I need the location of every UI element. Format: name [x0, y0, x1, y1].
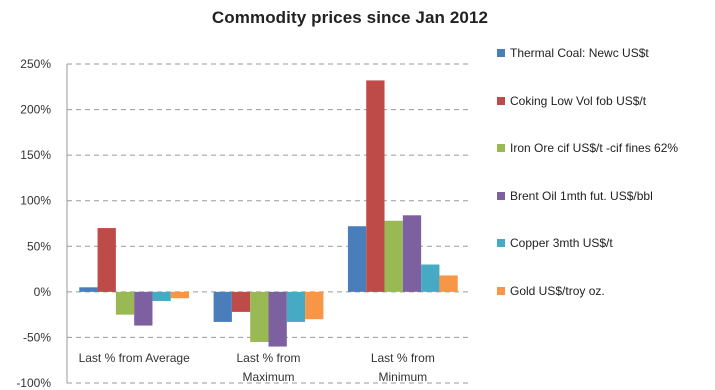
- bar: [268, 291, 287, 347]
- x-axis-category-labels: Last % from Average Last % from Maximum Las…: [79, 351, 435, 384]
- legend-swatch: [497, 239, 505, 247]
- bar: [347, 226, 367, 292]
- legend-swatch: [497, 96, 505, 105]
- bar: [134, 291, 153, 326]
- bar: [402, 215, 422, 292]
- legend-swatch: [497, 191, 505, 200]
- legend-item: Gold US$/troy oz.: [497, 284, 605, 298]
- legend-label: Thermal Coal: Newc US$t: [510, 46, 649, 60]
- bar: [97, 228, 116, 292]
- bar: [421, 264, 440, 292]
- gridlines: [66, 63, 470, 384]
- bar: [213, 291, 232, 322]
- y-tick-label: 50%: [27, 239, 51, 253]
- legend-label: Coking Low Vol fob US$/t: [510, 93, 647, 108]
- legend-item: Iron Ore cif US$/t -cif fines 62%: [497, 141, 678, 155]
- x-category-label: Last % from Minimum: [371, 351, 435, 384]
- legend-label: Gold US$/troy oz.: [510, 283, 605, 298]
- chart-title: Commodity prices since Jan 2012: [211, 8, 489, 27]
- y-tick-label: 250%: [20, 57, 51, 71]
- legend-swatch: [497, 144, 505, 152]
- bar: [384, 220, 403, 292]
- y-tick-label: -50%: [23, 330, 51, 344]
- x-category-label: Last % from Average: [79, 351, 190, 365]
- legend-swatch: [497, 286, 505, 295]
- bar: [115, 291, 135, 315]
- bar: [231, 291, 251, 312]
- legend-label: Copper 3mth US$/t: [510, 236, 613, 250]
- y-tick-label: -100%: [16, 376, 51, 390]
- legend-item: Thermal Coal: Newc US$t: [497, 46, 649, 60]
- bar: [170, 291, 190, 299]
- legend-item: Brent Oil 1mth fut. US$/bbl: [497, 189, 653, 203]
- y-tick-label: 150%: [20, 148, 51, 162]
- bar: [152, 291, 171, 301]
- bar: [439, 275, 458, 292]
- legend-label: Brent Oil 1mth fut. US$/bbl: [510, 188, 653, 203]
- y-tick-label: 0%: [34, 285, 52, 299]
- x-category-label: Last % from Maximum: [236, 351, 300, 384]
- bar: [366, 80, 385, 292]
- y-axis-tick-labels: 250% 200% 150% 100% 50% 0% -50% -100%: [16, 57, 51, 390]
- bars: [79, 80, 458, 347]
- bar: [286, 291, 306, 322]
- legend-item: Coking Low Vol fob US$/t: [497, 94, 646, 108]
- bar: [250, 291, 269, 342]
- legend-item: Copper 3mth US$/t: [497, 236, 613, 250]
- y-tick-label: 100%: [20, 194, 51, 208]
- bar: [79, 287, 98, 292]
- bar: [305, 291, 324, 320]
- y-tick-label: 200%: [20, 103, 51, 117]
- legend-label: Iron Ore cif US$/t -cif fines 62%: [510, 141, 679, 155]
- legend-swatch: [497, 49, 505, 57]
